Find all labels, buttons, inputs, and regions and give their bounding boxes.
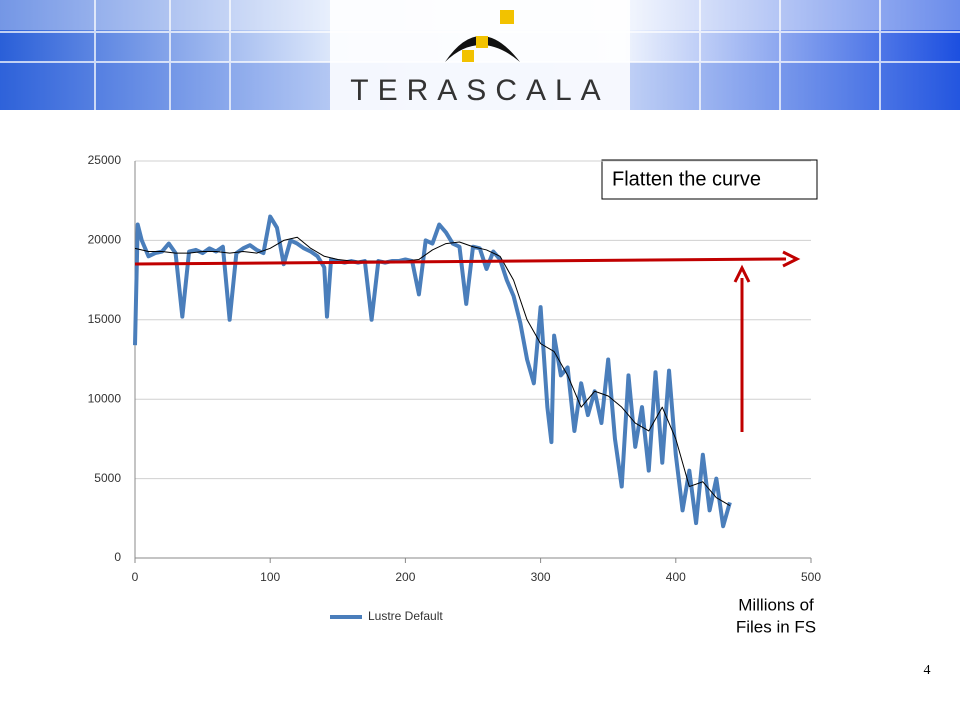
banner: TERASCALA bbox=[0, 0, 960, 110]
annotation-box bbox=[601, 159, 818, 200]
y-tick-label: 5000 bbox=[94, 471, 121, 485]
logo: TERASCALA bbox=[350, 74, 609, 107]
x-tick-label: 100 bbox=[260, 570, 280, 584]
arrows bbox=[134, 250, 801, 432]
annotation: Flatten the curve bbox=[612, 168, 761, 190]
plot: 0 5000 10000 15000 20000 25000 0 100 200 300 400 50… bbox=[88, 153, 822, 623]
x-tick-label: 400 bbox=[666, 570, 686, 584]
x-tick-label: 300 bbox=[531, 570, 551, 584]
y-tick-label: 25000 bbox=[88, 153, 122, 167]
series-line bbox=[133, 214, 732, 529]
x-axis-label: Millions of bbox=[738, 595, 814, 614]
x-tick-label: 0 bbox=[132, 570, 139, 584]
y-tick-label: 0 bbox=[114, 550, 121, 564]
x-tick-label: 500 bbox=[801, 570, 821, 584]
page-number: 4 bbox=[924, 663, 931, 678]
x-tick-label: 200 bbox=[395, 570, 415, 584]
series-line bbox=[134, 236, 731, 507]
y-tick-label: 10000 bbox=[88, 391, 122, 405]
y-tick-label: 20000 bbox=[88, 233, 122, 247]
legend-label: Lustre Default bbox=[368, 609, 443, 623]
y-tick-label: 15000 bbox=[88, 312, 122, 326]
x-axis-label: Files in FS bbox=[736, 617, 816, 636]
